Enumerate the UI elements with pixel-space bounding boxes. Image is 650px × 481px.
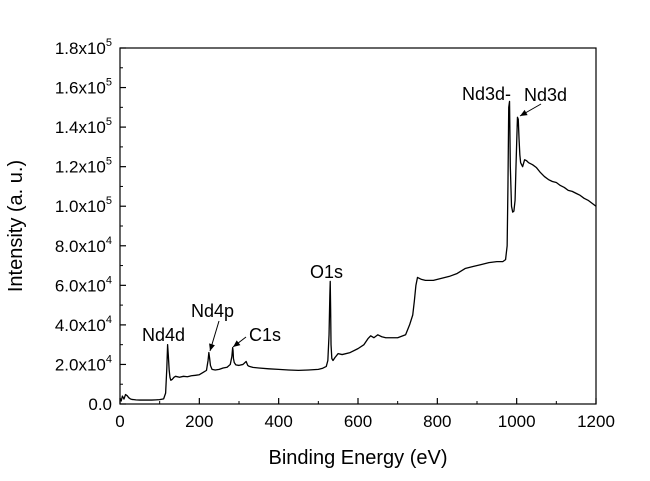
- annotation-arrowhead: [520, 109, 528, 116]
- x-tick-label: 0: [115, 412, 124, 431]
- x-axis-label: Binding Energy (eV): [269, 447, 448, 469]
- y-tick-label: 2.0x104: [55, 353, 112, 374]
- chart-ticks: 0 200 400 600 800 1000 1200 0.0 2.0x104 4.0x104 6.…: [55, 37, 615, 431]
- annotation-arrowhead: [233, 340, 241, 347]
- series-line: [119, 100, 597, 402]
- y-tick-label: 1.8x105: [55, 37, 112, 58]
- x-tick-label: 400: [264, 412, 292, 431]
- y-tick-label: 0.0: [88, 395, 112, 414]
- x-tick-label: 800: [423, 412, 451, 431]
- annotation-label: O1s: [310, 262, 343, 282]
- annotation-label: C1s: [249, 325, 281, 345]
- y-tick-label: 4.0x104: [55, 314, 112, 335]
- x-tick-label: 1000: [498, 412, 536, 431]
- x-tick-label: 1200: [577, 412, 615, 431]
- y-tick-label: 1.4x105: [55, 116, 112, 137]
- y-tick-label: 1.2x105: [55, 156, 112, 177]
- annotation-label: Nd3d: [524, 85, 567, 105]
- y-tick-label: 1.6x105: [55, 77, 112, 98]
- x-tick-label: 200: [185, 412, 213, 431]
- plot-frame: [119, 47, 597, 405]
- annotation-label: Nd3d-: [462, 84, 511, 104]
- y-tick-label: 6.0x104: [55, 274, 112, 295]
- annotation-label: Nd4p: [191, 301, 234, 321]
- x-tick-label: 600: [344, 412, 372, 431]
- y-tick-label: 8.0x104: [55, 235, 112, 256]
- chart-annotations: Nd4d Nd4p C1s O1s Nd3d- Nd3d: [142, 84, 567, 352]
- annotation-arrowhead: [209, 343, 215, 351]
- y-axis-label: Intensity (a. u.): [5, 160, 27, 292]
- annotation-label: Nd4d: [142, 325, 185, 345]
- chart-series: [119, 100, 597, 402]
- y-tick-label: 1.0x105: [55, 195, 112, 216]
